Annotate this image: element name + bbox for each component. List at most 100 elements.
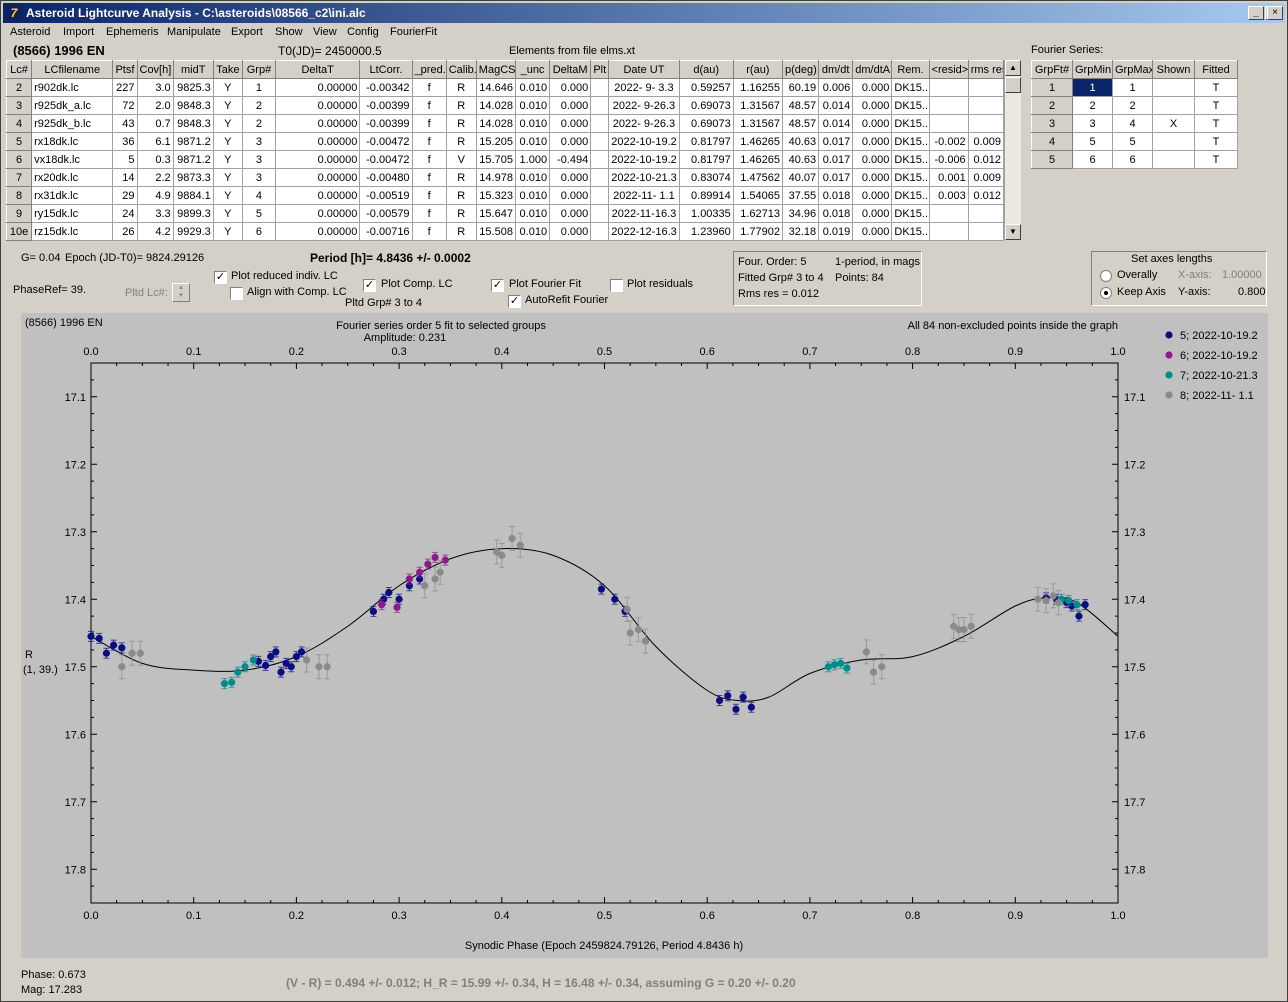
table-cell[interactable]: 9899.3 (172, 204, 214, 223)
table-cell[interactable]: 0.00000 (275, 78, 361, 97)
column-header[interactable]: dm/dtA (852, 60, 893, 79)
table-cell[interactable]: r925dk_a.lc (31, 96, 114, 115)
table-cell[interactable]: 0.000 (852, 114, 893, 133)
column-header[interactable]: dm/dt (818, 60, 854, 79)
table-cell[interactable]: 2 (5, 78, 33, 97)
table-cell[interactable] (590, 150, 610, 169)
fourier-cell[interactable]: T (1194, 150, 1238, 169)
table-cell[interactable]: 2022-10-19.2 (608, 150, 680, 169)
column-header[interactable]: Plt (590, 60, 610, 79)
column-header[interactable]: r(au) (732, 60, 783, 79)
table-cell[interactable]: 0.000 (852, 132, 893, 151)
table-cell[interactable]: Y (212, 186, 243, 205)
fourier-cell[interactable]: 3 (1072, 114, 1113, 133)
table-cell[interactable]: 14.978 (475, 168, 516, 187)
table-cell[interactable]: 1 (241, 78, 277, 97)
fourier-cell[interactable]: 2 (1112, 96, 1153, 115)
table-cell[interactable]: Y (212, 132, 243, 151)
table-cell[interactable]: 14.646 (475, 78, 516, 97)
table-cell[interactable]: -0.00342 (359, 78, 413, 97)
table-cell[interactable]: 48.57 (781, 114, 820, 133)
table-row[interactable]: 2 r902dk.lc 227 3.0 9825.3 Y 1 0.00000 -0.00342 f… (5, 78, 1005, 97)
fourier-cell[interactable]: T (1194, 78, 1238, 97)
table-cell[interactable]: DK15.. (891, 168, 930, 187)
table-cell[interactable] (967, 114, 1005, 133)
table-cell[interactable]: R (445, 168, 477, 187)
column-header[interactable]: <resid> (928, 60, 969, 79)
table-cell[interactable]: 0.69073 (678, 96, 734, 115)
plot-residuals-checkbox[interactable] (610, 279, 623, 292)
table-cell[interactable]: 0.010 (514, 132, 551, 151)
table-cell[interactable] (928, 114, 969, 133)
table-cell[interactable]: 0.89914 (678, 186, 734, 205)
table-row[interactable]: 10e rz15dk.lc 26 4.2 9929.3 Y 6 0.00000 -0.00716… (5, 222, 1005, 241)
table-cell[interactable] (967, 78, 1005, 97)
table-cell[interactable]: 9 (5, 204, 33, 223)
fourier-cell[interactable]: 4 (1112, 114, 1153, 133)
column-header[interactable]: rms res (967, 60, 1005, 79)
table-row[interactable]: 6 vx18dk.lc 5 0.3 9871.2 Y 3 0.00000 -0.00472 f V 1… (5, 150, 1005, 169)
column-header[interactable]: d(au) (678, 60, 734, 79)
table-cell[interactable]: 2022-11-16.3 (608, 204, 680, 223)
table-cell[interactable] (967, 222, 1005, 241)
column-header[interactable]: Rem. (891, 60, 930, 79)
table-cell[interactable]: 60.19 (781, 78, 820, 97)
table-cell[interactable]: 32.18 (781, 222, 820, 241)
plot-comp-checkbox[interactable]: ✓ (363, 279, 376, 292)
table-cell[interactable]: 37.55 (781, 186, 820, 205)
table-cell[interactable]: f (411, 78, 447, 97)
table-cell[interactable]: rx18dk.lc (31, 132, 114, 151)
table-cell[interactable]: f (411, 96, 447, 115)
column-header[interactable]: Ptsf (112, 60, 138, 79)
fourier-cell[interactable] (1152, 150, 1195, 169)
table-cell[interactable]: R (445, 78, 477, 97)
table-cell[interactable]: 4.9 (136, 186, 174, 205)
table-row[interactable]: 4 r925dk_b.lc 43 0.7 9848.3 Y 2 0.00000 -0.00399… (5, 114, 1005, 133)
fourier-cell[interactable]: 3 (1031, 114, 1073, 133)
table-cell[interactable]: -0.494 (549, 150, 592, 169)
table-cell[interactable]: 0.69073 (678, 114, 734, 133)
column-header[interactable]: MagCS (475, 60, 516, 79)
table-cell[interactable]: 1.46265 (732, 132, 783, 151)
table-cell[interactable]: f (411, 114, 447, 133)
table-cell[interactable]: -0.00399 (359, 96, 413, 115)
autorefit-checkbox[interactable]: ✓ (508, 295, 521, 308)
table-cell[interactable]: 0.009 (967, 132, 1005, 151)
table-cell[interactable]: 1.31567 (732, 96, 783, 115)
table-cell[interactable]: 2022-11- 1.1 (608, 186, 680, 205)
table-cell[interactable] (928, 222, 969, 241)
table-cell[interactable]: 0.010 (514, 204, 551, 223)
table-cell[interactable]: 72 (112, 96, 138, 115)
table-cell[interactable]: 3 (5, 96, 33, 115)
fourier-cell[interactable]: 1 (1072, 78, 1113, 97)
table-cell[interactable]: 1.46265 (732, 150, 783, 169)
table-cell[interactable]: 5 (112, 150, 138, 169)
table-cell[interactable]: DK15.. (891, 204, 930, 223)
column-header[interactable]: Calib. (445, 60, 477, 79)
table-cell[interactable]: 0.81797 (678, 150, 734, 169)
table-cell[interactable]: rz15dk.lc (31, 222, 114, 241)
table-cell[interactable]: 2.0 (136, 96, 174, 115)
table-cell[interactable]: 40.07 (781, 168, 820, 187)
table-cell[interactable]: 1.77902 (732, 222, 783, 241)
table-cell[interactable]: 15.205 (475, 132, 516, 151)
fourier-cell[interactable]: 2 (1031, 96, 1073, 115)
table-row[interactable]: 8 rx31dk.lc 29 4.9 9884.1 Y 4 0.00000 -0.00519 f R… (5, 186, 1005, 205)
table-cell[interactable] (967, 204, 1005, 223)
table-cell[interactable]: DK15.. (891, 150, 930, 169)
table-cell[interactable]: -0.002 (928, 132, 969, 151)
table-cell[interactable]: 3.0 (136, 78, 174, 97)
fourier-cell[interactable]: 2 (1072, 96, 1113, 115)
column-header[interactable]: _unc (514, 60, 551, 79)
fourier-series-table[interactable]: GrpFt# GrpMin GrpMax Shown Fitted 1 1 1 T 2 2 2 T 3 3 4… (1031, 60, 1238, 169)
lightcurve-chart[interactable]: 0.0 0.0 0.1 0.1 0.2 0.2 0.3 0.3 0.4 0.4 0.5 0.5 0.6 0… (21, 313, 1268, 958)
table-cell[interactable]: Y (212, 114, 243, 133)
table-cell[interactable]: 0.000 (852, 78, 893, 97)
table-cell[interactable]: 3 (241, 168, 277, 187)
table-cell[interactable]: 3.3 (136, 204, 174, 223)
menu-import[interactable]: Import (63, 26, 95, 38)
table-cell[interactable]: 14.028 (475, 114, 516, 133)
fourier-cell[interactable] (1152, 78, 1195, 97)
keep-axis-radio[interactable] (1100, 287, 1112, 299)
table-cell[interactable]: 15.647 (475, 204, 516, 223)
